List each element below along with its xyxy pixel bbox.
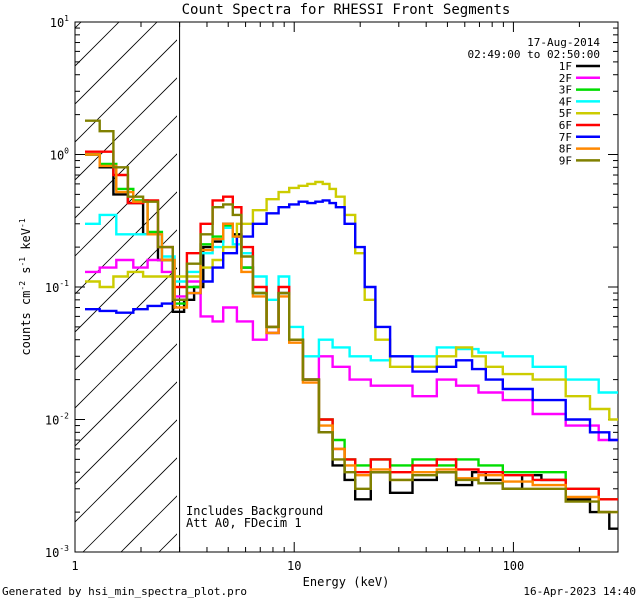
series-layer [85, 119, 618, 530]
legend-label: 4F [559, 95, 572, 108]
hatch-line [75, 153, 177, 257]
annotation-background: Includes Background [186, 504, 323, 518]
series-line-5F [85, 180, 618, 421]
legend-label: 7F [559, 131, 572, 144]
y-axis-label-exp2: -1 [18, 257, 27, 267]
hatch-line [75, 343, 177, 447]
legend-label: 5F [559, 107, 572, 120]
x-tick-label: 100 [503, 559, 525, 573]
y-axis-label-main: counts cm [19, 291, 33, 356]
x-tick-label: 1 [71, 559, 78, 573]
y-axis-label-exp3: -1 [18, 218, 27, 228]
y-tick-label: 101 [50, 14, 69, 30]
y-axis-label-exp1: -2 [18, 281, 27, 291]
generated-by-footer: Generated by hsi_min_spectra_plot.pro [2, 585, 247, 598]
axis-ticks: 1 10 100 10-3 10-2 10-1 100 101 [45, 14, 619, 573]
series-line-2F [85, 258, 618, 442]
y-axis-label-kev: keV [19, 228, 33, 257]
series-line-7F [85, 199, 618, 442]
y-tick-label: 100 [50, 147, 69, 163]
svg-text:counts cm-2 s-1 keV-1: counts cm-2 s-1 keV-1 [18, 218, 33, 355]
y-axis-label-s: s [19, 267, 33, 281]
legend-label: 2F [559, 72, 572, 85]
annotation-attenuator: Att A0, FDecim 1 [186, 516, 302, 530]
legend-label: 1F [559, 60, 572, 73]
x-tick-label: 10 [287, 559, 301, 573]
time-range-label: 02:49:00 to 02:50:00 [468, 48, 600, 61]
chart-title: Count Spectra for RHESSI Front Segments [182, 2, 511, 18]
legend-label: 9F [559, 154, 572, 167]
series-line-3F [85, 153, 618, 501]
legend-label: 8F [559, 143, 572, 156]
hatch-line [75, 381, 177, 485]
y-axis-label: counts cm-2 s-1 keV-1 [18, 218, 33, 355]
hatch-line [75, 419, 177, 523]
y-tick-label: 10-1 [45, 279, 69, 295]
hatch-line [75, 191, 177, 295]
y-tick-label: 10-3 [45, 544, 69, 560]
hatch-line [75, 267, 177, 371]
x-axis-label: Energy (keV) [303, 575, 390, 589]
series-line-9F [85, 119, 618, 514]
legend-label: 3F [559, 84, 572, 97]
hatched-region [75, 22, 177, 552]
date-label: 17-Aug-2014 [527, 36, 600, 49]
hatch-line [75, 115, 177, 219]
legend-label: 6F [559, 119, 572, 132]
hatch-line [75, 305, 177, 409]
timestamp-footer: 16-Apr-2023 14:40 [523, 585, 636, 598]
y-tick-label: 10-2 [45, 412, 69, 428]
